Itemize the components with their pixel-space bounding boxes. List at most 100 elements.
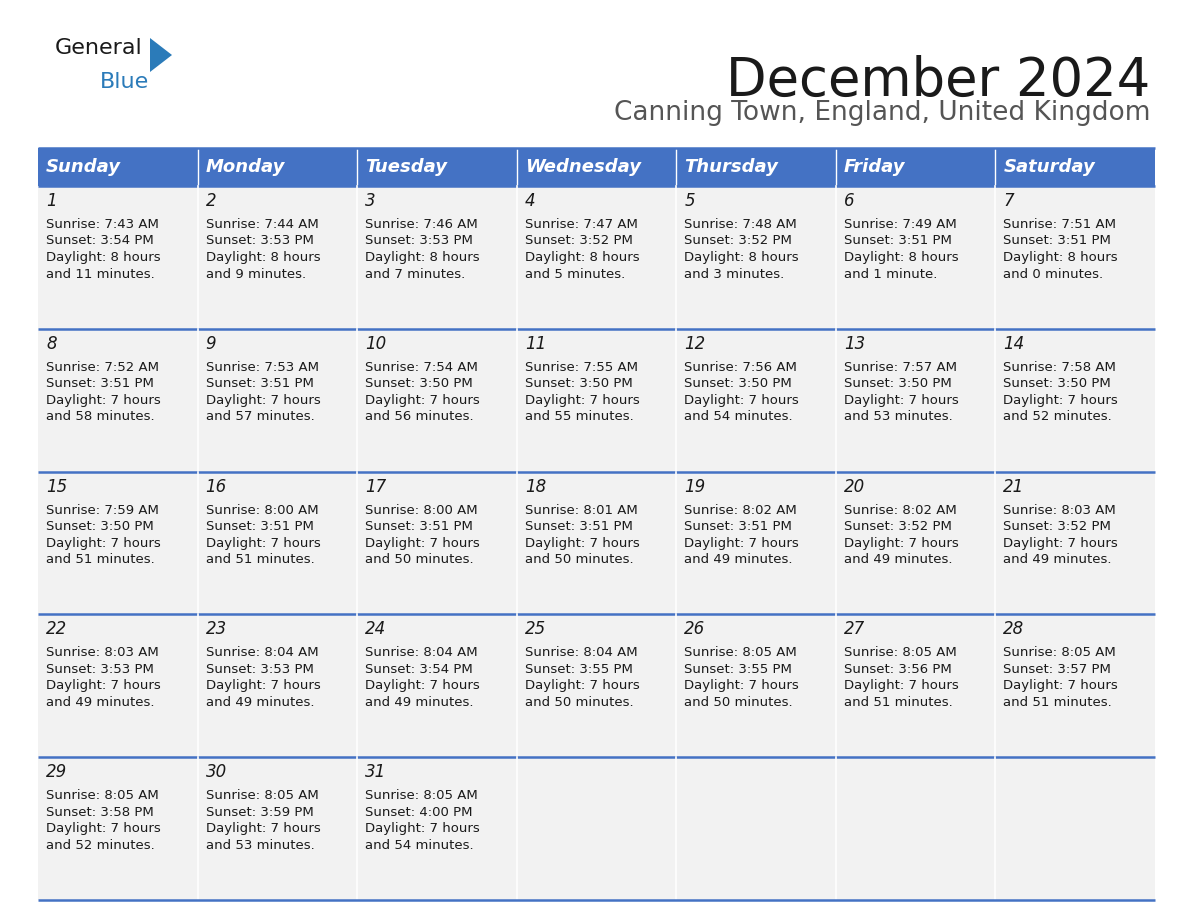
Text: Daylight: 7 hours: Daylight: 7 hours [525, 679, 639, 692]
Text: and 54 minutes.: and 54 minutes. [365, 839, 474, 852]
Bar [996, 186, 1155, 329]
Text: Friday: Friday [843, 158, 905, 176]
Text: Wednesday: Wednesday [525, 158, 640, 176]
Text: Daylight: 7 hours: Daylight: 7 hours [365, 394, 480, 407]
Bar [517, 186, 676, 329]
Text: and 49 minutes.: and 49 minutes. [684, 554, 792, 566]
Text: 3: 3 [365, 192, 375, 210]
Text: Sunrise: 7:58 AM: Sunrise: 7:58 AM [1004, 361, 1117, 374]
Text: Sunrise: 7:52 AM: Sunrise: 7:52 AM [46, 361, 159, 374]
Text: 1: 1 [46, 192, 57, 210]
Text: Sunrise: 7:51 AM: Sunrise: 7:51 AM [1004, 218, 1117, 231]
Text: Sunset: 3:51 PM: Sunset: 3:51 PM [206, 377, 314, 390]
Bar [996, 472, 1155, 614]
Text: 30: 30 [206, 763, 227, 781]
Text: 21: 21 [1004, 477, 1025, 496]
Text: and 51 minutes.: and 51 minutes. [46, 554, 154, 566]
Text: Daylight: 7 hours: Daylight: 7 hours [365, 679, 480, 692]
Text: 10: 10 [365, 335, 386, 353]
Bar [38, 329, 197, 472]
Text: 5: 5 [684, 192, 695, 210]
Bar [836, 186, 996, 329]
Text: Sunset: 3:55 PM: Sunset: 3:55 PM [684, 663, 792, 676]
Bar [676, 757, 836, 900]
Bar [358, 472, 517, 614]
Text: Sunset: 3:58 PM: Sunset: 3:58 PM [46, 806, 153, 819]
Bar [358, 614, 517, 757]
Text: and 3 minutes.: and 3 minutes. [684, 267, 784, 281]
Text: 20: 20 [843, 477, 865, 496]
Text: Sunrise: 7:59 AM: Sunrise: 7:59 AM [46, 504, 159, 517]
Bar [38, 148, 197, 186]
Text: and 49 minutes.: and 49 minutes. [843, 554, 953, 566]
Text: 28: 28 [1004, 621, 1025, 638]
Text: Daylight: 8 hours: Daylight: 8 hours [525, 251, 639, 264]
Text: Sunset: 3:51 PM: Sunset: 3:51 PM [843, 234, 952, 248]
Text: Daylight: 7 hours: Daylight: 7 hours [46, 679, 160, 692]
Bar [197, 757, 358, 900]
Text: Daylight: 7 hours: Daylight: 7 hours [684, 394, 800, 407]
Text: Daylight: 7 hours: Daylight: 7 hours [684, 537, 800, 550]
Text: and 51 minutes.: and 51 minutes. [843, 696, 953, 709]
Text: Daylight: 7 hours: Daylight: 7 hours [46, 823, 160, 835]
Text: and 1 minute.: and 1 minute. [843, 267, 937, 281]
Text: Daylight: 8 hours: Daylight: 8 hours [206, 251, 321, 264]
Text: Sunset: 3:50 PM: Sunset: 3:50 PM [684, 377, 792, 390]
Text: Sunrise: 8:05 AM: Sunrise: 8:05 AM [206, 789, 318, 802]
Text: Sunrise: 8:05 AM: Sunrise: 8:05 AM [684, 646, 797, 659]
Text: Daylight: 7 hours: Daylight: 7 hours [206, 537, 321, 550]
Text: Daylight: 7 hours: Daylight: 7 hours [843, 537, 959, 550]
Text: Daylight: 7 hours: Daylight: 7 hours [1004, 394, 1118, 407]
Text: Sunrise: 8:01 AM: Sunrise: 8:01 AM [525, 504, 638, 517]
Text: Daylight: 7 hours: Daylight: 7 hours [206, 823, 321, 835]
Text: and 0 minutes.: and 0 minutes. [1004, 267, 1104, 281]
Text: 4: 4 [525, 192, 536, 210]
Text: Sunset: 3:51 PM: Sunset: 3:51 PM [46, 377, 154, 390]
Text: Sunrise: 7:43 AM: Sunrise: 7:43 AM [46, 218, 159, 231]
Text: 24: 24 [365, 621, 386, 638]
Text: Blue: Blue [100, 72, 150, 92]
Text: Sunset: 3:50 PM: Sunset: 3:50 PM [365, 377, 473, 390]
Text: Sunrise: 8:04 AM: Sunrise: 8:04 AM [206, 646, 318, 659]
Text: and 5 minutes.: and 5 minutes. [525, 267, 625, 281]
Bar [517, 472, 676, 614]
Text: Sunrise: 8:04 AM: Sunrise: 8:04 AM [365, 646, 478, 659]
Text: Daylight: 7 hours: Daylight: 7 hours [525, 394, 639, 407]
Text: 2: 2 [206, 192, 216, 210]
Text: 19: 19 [684, 477, 706, 496]
Text: Daylight: 7 hours: Daylight: 7 hours [843, 679, 959, 692]
Text: Sunset: 3:51 PM: Sunset: 3:51 PM [525, 521, 632, 533]
Text: Daylight: 7 hours: Daylight: 7 hours [206, 394, 321, 407]
Text: Daylight: 7 hours: Daylight: 7 hours [206, 679, 321, 692]
Text: Daylight: 8 hours: Daylight: 8 hours [365, 251, 480, 264]
Text: 23: 23 [206, 621, 227, 638]
Bar [197, 472, 358, 614]
Bar [517, 757, 676, 900]
Bar [676, 148, 836, 186]
Text: and 50 minutes.: and 50 minutes. [525, 696, 633, 709]
Text: 9: 9 [206, 335, 216, 353]
Text: Sunrise: 8:02 AM: Sunrise: 8:02 AM [843, 504, 956, 517]
Text: 8: 8 [46, 335, 57, 353]
Bar [996, 614, 1155, 757]
Text: 18: 18 [525, 477, 546, 496]
Bar [197, 614, 358, 757]
Text: Sunrise: 7:54 AM: Sunrise: 7:54 AM [365, 361, 478, 374]
Text: Sunset: 3:51 PM: Sunset: 3:51 PM [684, 521, 792, 533]
Text: Sunset: 3:52 PM: Sunset: 3:52 PM [843, 521, 952, 533]
Text: 15: 15 [46, 477, 68, 496]
Text: Sunset: 3:56 PM: Sunset: 3:56 PM [843, 663, 952, 676]
Text: and 9 minutes.: and 9 minutes. [206, 267, 305, 281]
Text: Sunset: 3:53 PM: Sunset: 3:53 PM [46, 663, 154, 676]
Bar [996, 329, 1155, 472]
Text: 16: 16 [206, 477, 227, 496]
Text: and 53 minutes.: and 53 minutes. [206, 839, 315, 852]
Bar [676, 186, 836, 329]
Text: and 7 minutes.: and 7 minutes. [365, 267, 466, 281]
Text: and 49 minutes.: and 49 minutes. [206, 696, 314, 709]
Text: 27: 27 [843, 621, 865, 638]
Text: Daylight: 7 hours: Daylight: 7 hours [525, 537, 639, 550]
Text: Tuesday: Tuesday [365, 158, 447, 176]
Text: and 57 minutes.: and 57 minutes. [206, 410, 315, 423]
Text: Daylight: 8 hours: Daylight: 8 hours [46, 251, 160, 264]
